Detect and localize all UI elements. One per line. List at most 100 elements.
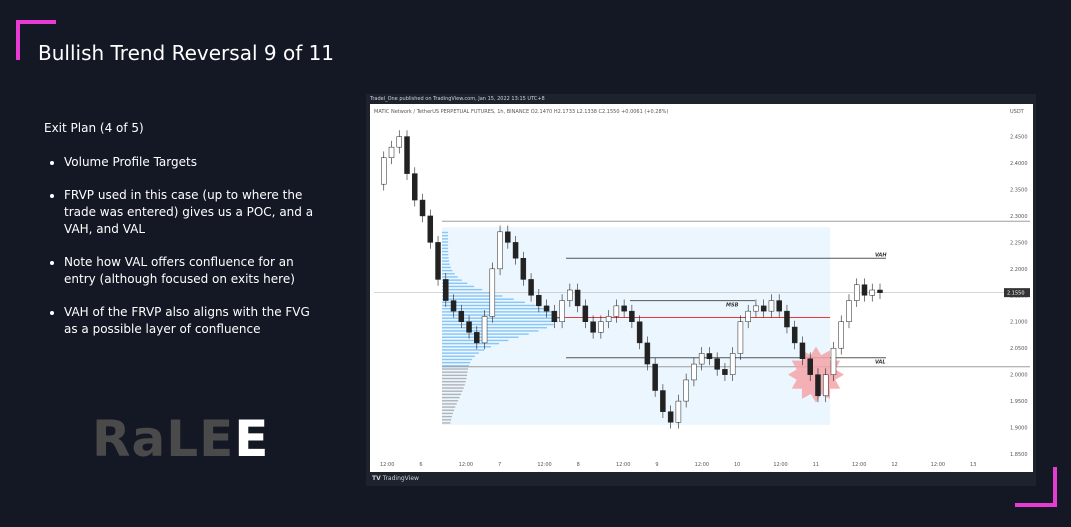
tradingview-footer: TV TradingView: [372, 475, 419, 482]
chart-screenshot: Tradel_One published on TradingView.com,…: [366, 94, 1036, 486]
volume-profile-bar: [442, 390, 463, 392]
candle-body: [691, 363, 697, 381]
volume-profile-bar: [442, 304, 536, 307]
y-tick-label: 2.3000: [1010, 214, 1028, 220]
candle-body: [822, 374, 829, 397]
vah-annotation: VAH: [875, 252, 887, 258]
candle-body: [559, 300, 565, 322]
candle-body: [590, 321, 596, 333]
x-tick-label: 12:00: [537, 462, 551, 468]
candle-body: [396, 136, 403, 148]
y-tick-label: 2.2500: [1010, 240, 1028, 246]
volume-profile-bar: [442, 352, 479, 354]
x-tick-label: 7: [498, 462, 501, 468]
candle-body: [404, 136, 410, 174]
volume-profile-bar: [442, 273, 455, 275]
bullet-item: Note how VAL offers confluence for an en…: [64, 254, 324, 288]
chart-published-line: Tradel_One published on TradingView.com,…: [370, 96, 545, 102]
candle-body: [877, 289, 883, 293]
y-tick-label: 1.8500: [1010, 452, 1028, 458]
volume-profile-bar: [442, 409, 455, 411]
frvp-range-box: [442, 227, 830, 425]
volume-profile-bar: [442, 263, 450, 265]
candle-body: [660, 390, 666, 412]
candle-body: [683, 379, 689, 402]
x-tick-label: 6: [419, 462, 422, 468]
candle-body: [512, 242, 519, 259]
volume-profile-bar: [442, 234, 449, 237]
volume-profile-bar: [442, 346, 491, 348]
volume-profile-bar: [442, 247, 449, 250]
volume-profile-bar: [442, 320, 558, 323]
ralee-logo: RaLEE: [92, 410, 269, 468]
slide-title: Bullish Trend Reversal 9 of 11: [38, 41, 335, 65]
volume-profile-bar: [442, 396, 460, 399]
candle-body: [861, 284, 868, 296]
y-tick-label: 1.9500: [1010, 399, 1028, 405]
candle-body: [706, 353, 713, 360]
volume-profile-bar: [442, 368, 469, 370]
candle-body: [776, 300, 782, 312]
volume-profile-bar: [442, 400, 459, 402]
x-tick-label: 12:00: [459, 462, 473, 468]
candle-body: [605, 316, 612, 322]
x-tick-label: 8: [577, 462, 580, 468]
volume-profile-bar: [442, 301, 525, 304]
candle-body: [745, 310, 751, 322]
volume-profile-bar: [442, 314, 558, 316]
volume-profile-bar: [442, 279, 462, 281]
candle-body: [768, 300, 775, 312]
x-tick-label: 12:00: [616, 462, 630, 468]
y-tick-label: 2.2000: [1010, 267, 1028, 273]
chart-canvas: MATIC Network / TetherUS PERPETUAL FUTUR…: [370, 104, 1033, 472]
candle-body: [567, 289, 573, 301]
volume-profile-bar: [442, 285, 475, 288]
candle-body: [520, 258, 527, 280]
x-tick-label: 12:00: [931, 462, 945, 468]
candle-body: [869, 289, 875, 296]
candle-body: [853, 284, 860, 301]
x-tick-label: 12: [891, 462, 897, 468]
y-tick-label: 2.0500: [1010, 346, 1028, 352]
bullet-item: Volume Profile Targets: [64, 154, 324, 171]
current-price-text: 2.1550: [1007, 291, 1025, 297]
candle-body: [753, 305, 759, 312]
volume-profile-bar: [442, 336, 519, 338]
candle-body: [466, 321, 472, 333]
volume-profile-bar: [442, 269, 453, 272]
corner-accent-top-left: [16, 20, 56, 60]
candle-body: [443, 279, 449, 301]
volume-profile-bar: [442, 266, 451, 269]
volume-profile-bar: [442, 380, 466, 383]
x-tick-label: 13: [970, 462, 976, 468]
volume-profile-bar: [442, 330, 539, 332]
candle-body: [419, 199, 426, 217]
candle-body: [714, 358, 720, 370]
x-tick-label: 9: [655, 462, 658, 468]
current-price-badge: [1004, 288, 1030, 298]
volume-profile-bar: [442, 298, 514, 300]
candle-body: [505, 231, 511, 243]
candle-body: [458, 310, 465, 322]
volume-profile-bar: [442, 355, 475, 357]
volume-profile-bar: [442, 371, 468, 373]
volume-profile-bar: [442, 419, 452, 421]
volume-profile-bar: [442, 412, 453, 415]
x-tick-label: 12:00: [852, 462, 866, 468]
candle-body: [427, 215, 434, 243]
candle-body: [838, 321, 844, 349]
corner-accent-bottom-right: [1015, 467, 1057, 507]
volume-profile-bar: [442, 377, 467, 380]
volume-profile-bar: [442, 317, 559, 319]
y-tick-label: 2.4000: [1010, 161, 1028, 167]
msb-annotation: MSB: [726, 303, 739, 309]
candle-body: [652, 363, 658, 391]
volume-profile-bar: [442, 384, 465, 386]
candle-body: [489, 268, 496, 317]
volume-profile-bar: [442, 238, 449, 240]
candle-body: [675, 400, 682, 423]
x-tick-label: 11: [813, 462, 819, 468]
volume-profile-bar: [442, 282, 468, 284]
volume-profile-bar: [442, 260, 450, 262]
candle-body: [450, 300, 457, 312]
